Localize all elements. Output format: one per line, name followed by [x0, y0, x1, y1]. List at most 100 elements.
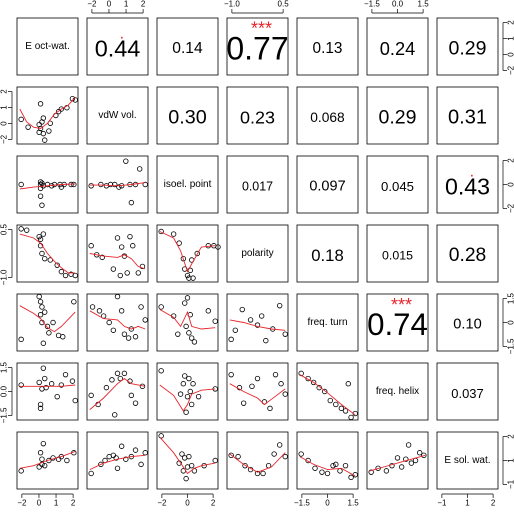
- scatter-point: [115, 466, 120, 471]
- tick-label: 0.0: [0, 385, 9, 397]
- scatter-point: [184, 324, 189, 329]
- tick-label: 1.5: [348, 499, 360, 508]
- scatter-point: [19, 182, 24, 187]
- tick-label: 0: [185, 499, 190, 508]
- scatter-point: [19, 469, 24, 474]
- scatter-point: [192, 340, 197, 345]
- smooth-line: [20, 306, 75, 332]
- scatter-point: [196, 394, 201, 399]
- scatter-point: [189, 463, 194, 468]
- scatter-point: [38, 194, 43, 199]
- correlation-value: 0.23: [240, 108, 275, 128]
- panel-frame: [87, 294, 148, 351]
- scatter-point: [229, 372, 234, 377]
- scatter-point: [111, 328, 116, 333]
- scatter-point: [89, 183, 94, 188]
- scatter-point: [133, 401, 138, 406]
- scatter-point: [111, 267, 116, 272]
- tick-label: −1.5: [364, 0, 380, 9]
- tick-label: 0: [507, 182, 514, 187]
- tick-label: −2: [507, 65, 514, 75]
- panel-frame: [87, 225, 148, 282]
- scatter-point: [125, 271, 130, 276]
- correlation-value: 0.017: [242, 180, 273, 194]
- tick-label: −2: [507, 203, 514, 213]
- scatter-point: [187, 376, 192, 381]
- smooth-line: [230, 320, 285, 330]
- panel-frame: [17, 294, 78, 351]
- tick-label: 1.5: [0, 361, 9, 373]
- panel-frame: [227, 432, 288, 489]
- correlation-value: 0.097: [309, 179, 345, 195]
- scatter-point: [19, 337, 24, 342]
- correlation-value: 0.068: [310, 110, 345, 125]
- scatter-point: [130, 243, 135, 248]
- panel-frame: [87, 432, 148, 489]
- scatter-point: [346, 381, 351, 386]
- scatter-point: [37, 380, 42, 385]
- scatter-point: [72, 182, 77, 187]
- scatter-point: [38, 299, 43, 304]
- tick-label: 2: [507, 158, 514, 163]
- variable-label: freq. turn: [307, 317, 347, 328]
- correlation-value: 0.44: [95, 36, 141, 62]
- tick-label: −1.5: [0, 407, 9, 423]
- scatter-point: [339, 406, 344, 411]
- scatter-point: [349, 475, 354, 480]
- scatter-point: [175, 332, 180, 337]
- scatter-point: [184, 476, 189, 481]
- scatter-point: [137, 167, 142, 172]
- scatter-point: [185, 394, 190, 399]
- tick-label: 2: [71, 499, 76, 508]
- scatter-point: [122, 332, 127, 337]
- smooth-line: [230, 453, 285, 473]
- correlation-value: 0.015: [382, 249, 413, 263]
- correlation-value: 0.10: [453, 317, 481, 333]
- scatter-point: [41, 441, 46, 446]
- smooth-line: [230, 384, 285, 405]
- tick-label: −2: [157, 499, 167, 508]
- tick-label: 0.5: [0, 223, 9, 235]
- correlation-value: 0.037: [451, 386, 483, 401]
- tick-label: 2: [141, 0, 146, 9]
- tick-label: 2: [507, 20, 514, 25]
- scatter-point: [42, 256, 47, 261]
- scatter-point: [129, 393, 134, 398]
- tick-label: 0: [0, 121, 9, 126]
- scatter-point: [115, 371, 120, 376]
- scatter-point: [42, 376, 47, 381]
- variable-label: polarity: [241, 248, 273, 259]
- tick-label: 1: [465, 499, 470, 508]
- smooth-line: [20, 97, 75, 128]
- scatter-point: [38, 312, 43, 317]
- tick-label: 1: [507, 36, 514, 41]
- scatter-point: [185, 296, 190, 301]
- scatter-point: [111, 453, 116, 458]
- significance-stars: .: [120, 25, 124, 42]
- scatter-point: [47, 331, 52, 336]
- scatter-point: [119, 245, 124, 250]
- variable-label: isoel. point: [164, 179, 212, 190]
- scatter-point: [171, 232, 176, 237]
- scatter-point: [409, 461, 414, 466]
- correlation-value: 0.31: [448, 107, 487, 129]
- tick-label: −1.5: [294, 499, 310, 508]
- correlation-value: 0.43: [445, 174, 490, 200]
- scatter-point: [399, 465, 404, 470]
- scatter-point: [42, 310, 47, 315]
- panel-frame: [17, 363, 78, 420]
- scatter-point: [73, 98, 78, 103]
- scatter-point: [107, 320, 112, 325]
- scatter-point: [343, 463, 348, 468]
- smooth-line: [160, 385, 215, 411]
- significance-stars: .: [470, 164, 474, 181]
- scatter-point: [417, 450, 422, 455]
- correlation-value: 0.30: [168, 107, 207, 129]
- scatter-point: [229, 337, 234, 342]
- scatter-point: [338, 469, 343, 474]
- tick-label: 1: [507, 458, 514, 463]
- scatter-point: [51, 320, 56, 325]
- scatter-point: [128, 234, 133, 239]
- smooth-line: [20, 451, 75, 468]
- scatter-point: [283, 454, 288, 459]
